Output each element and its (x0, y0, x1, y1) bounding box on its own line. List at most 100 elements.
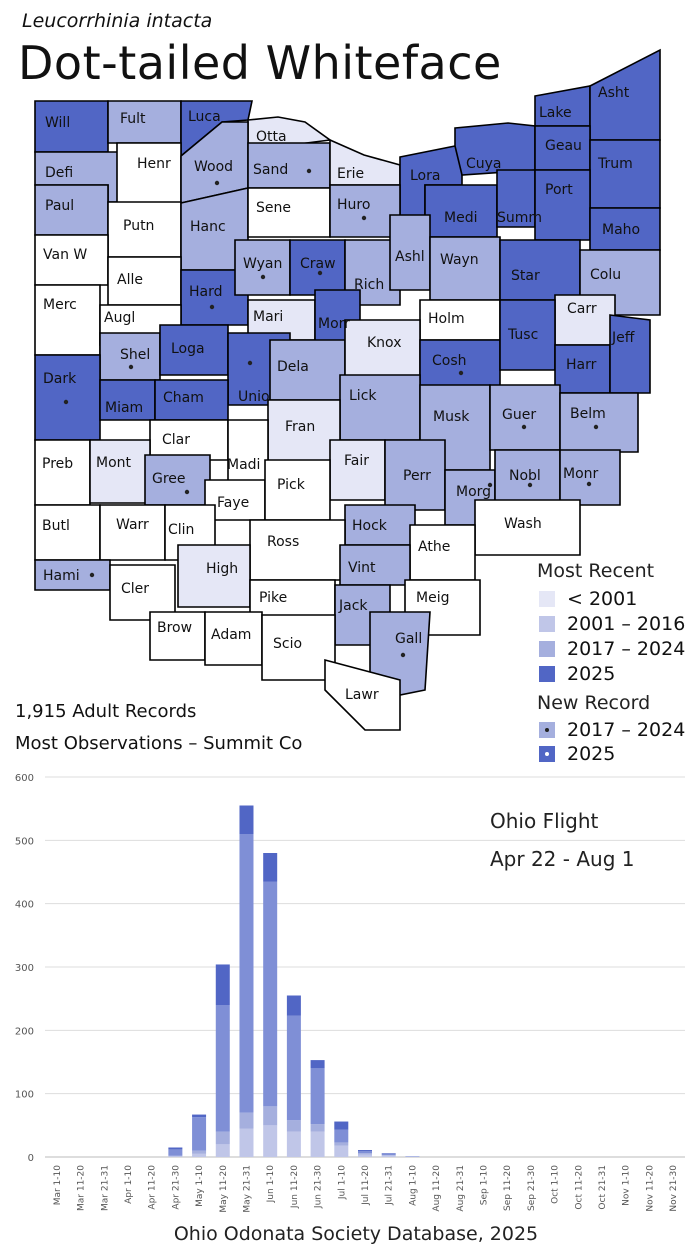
county-label: Madi (227, 457, 260, 473)
x-tick-label: May 21-31 (242, 1165, 252, 1213)
county-label: Adam (211, 627, 251, 643)
county-ross (249, 519, 346, 581)
county-label: Clar (162, 432, 190, 448)
bar-segment (310, 1060, 325, 1069)
county-label: Monr (563, 466, 599, 482)
county-label: Tusc (507, 327, 538, 343)
x-tick-label: Aug 1-10 (408, 1165, 418, 1206)
county-rich (344, 239, 401, 306)
bar-segment (358, 1153, 372, 1155)
county-dark (34, 354, 101, 441)
bar-segment (192, 1150, 207, 1154)
bar-segment (168, 1155, 183, 1157)
bar-segment (263, 1106, 278, 1126)
x-tick-label: Nov 1-10 (622, 1165, 632, 1206)
county-label: Merc (43, 297, 77, 313)
county-label: Hami (43, 568, 80, 584)
y-tick-label: 200 (15, 1026, 34, 1037)
bar-segment (168, 1147, 183, 1150)
bar-segment (334, 1145, 349, 1157)
county-label: Dela (277, 359, 309, 375)
bar-segment (263, 881, 278, 1107)
county-label: Nobl (509, 468, 541, 484)
new-record-dot (184, 489, 190, 495)
county-label: Clin (168, 522, 194, 538)
x-tick-label: May 1-10 (195, 1165, 205, 1207)
county-label: Port (545, 182, 573, 198)
county-label: Erie (337, 166, 364, 182)
county-label: Harr (566, 357, 597, 373)
bar-segment (286, 1120, 301, 1132)
county-label: Trum (597, 156, 633, 172)
county-label: Holm (428, 311, 465, 327)
bar-segment (215, 964, 230, 1005)
bar-segment (405, 1156, 420, 1157)
bar-segment (286, 995, 301, 1016)
new-record-dot (306, 168, 312, 174)
bar-segment (358, 1154, 372, 1157)
legend-label: 2025 (567, 662, 616, 685)
county-label: Carr (567, 301, 597, 317)
county-label: Defi (45, 165, 73, 181)
chart-title: Ohio Flight (490, 809, 599, 833)
county-label: Unio (238, 389, 270, 405)
county-label: Jeff (611, 330, 635, 346)
x-tick-label: Aug 11-20 (432, 1165, 442, 1212)
legend-most-recent: < 2001 2001 – 2016 2017 – 2024 2025 (539, 586, 685, 686)
county-label: Lawr (345, 687, 379, 703)
county-label: Paul (45, 198, 74, 214)
bar-segment (239, 834, 254, 1113)
legend-most-recent-title: Most Recent (537, 560, 655, 582)
county-label: Lake (539, 105, 572, 121)
new-record-dot (63, 399, 69, 405)
bar-segment (334, 1121, 349, 1130)
x-tick-label: Jul 1-10 (337, 1165, 347, 1200)
bar-segment (310, 1068, 325, 1125)
county-label: Colu (590, 267, 621, 283)
x-tick-label: Apr 21-30 (171, 1165, 181, 1210)
county-label: Shel (120, 347, 150, 363)
county-label: Van W (43, 247, 87, 263)
legend-swatch (539, 665, 555, 682)
chart-subtitle: Apr 22 - Aug 1 (490, 847, 634, 871)
x-tick-label: Sep 21-30 (527, 1165, 537, 1211)
x-tick-label: Mar 11-20 (77, 1165, 87, 1211)
county-label: Wash (504, 516, 542, 532)
county-label: Henr (137, 156, 171, 172)
county-label: High (206, 561, 238, 577)
bar-segment (358, 1151, 372, 1154)
county-label: Will (45, 115, 70, 131)
county-label: Wood (194, 159, 233, 175)
x-tick-label: Mar 1-10 (53, 1165, 63, 1206)
county-label: Cosh (432, 353, 467, 369)
y-tick-label: 300 (15, 963, 34, 974)
bar-segment (215, 1131, 230, 1145)
bar-segment (168, 1149, 183, 1156)
county-label: Luca (188, 109, 221, 125)
county-label: Hanc (190, 219, 226, 235)
county-label: Maho (602, 222, 640, 238)
x-tick-label: Jun 1-10 (266, 1165, 276, 1204)
legend-label: 2025 (567, 743, 616, 765)
county-label: Gall (395, 631, 422, 647)
legend-item: 2025 (539, 661, 685, 686)
county-label: Rich (354, 277, 384, 293)
county-label: Sene (256, 200, 291, 216)
bar-segment (239, 1128, 254, 1157)
new-record-dot (400, 652, 406, 658)
county-label: Perr (403, 468, 431, 484)
x-tick-label: Oct 1-10 (551, 1165, 561, 1204)
legend-label: 2017 – 2024 (567, 719, 686, 741)
x-tick-label: Oct 11-20 (574, 1165, 584, 1210)
county-label: Ross (267, 534, 299, 550)
new-record-dot (487, 482, 493, 488)
legend-label: 2017 – 2024 (567, 637, 686, 660)
county-lawr (324, 658, 401, 731)
new-record-dot (260, 274, 266, 280)
county-label: Dark (43, 371, 77, 387)
county-label: Fult (120, 111, 146, 127)
new-record-dot (361, 215, 367, 221)
county-jeff (609, 314, 651, 394)
x-tick-label: Jun 21-30 (314, 1165, 324, 1209)
bar-segment (381, 1153, 396, 1154)
